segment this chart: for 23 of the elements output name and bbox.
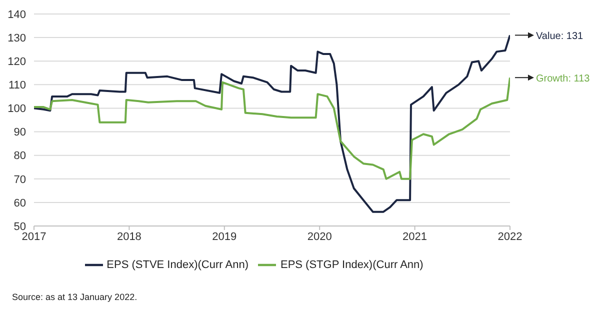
y-tick-label: 80: [14, 150, 26, 162]
y-tick-label: 120: [8, 56, 26, 68]
x-tick-label: 2022: [498, 230, 522, 243]
annotation: Value: 131: [536, 31, 584, 42]
legend-label: EPS (STVE Index)(Curr Ann): [106, 258, 248, 271]
y-tick-label: 60: [14, 197, 26, 210]
y-tick-label: 50: [14, 220, 26, 233]
y-tick-label: 90: [14, 126, 26, 139]
x-tick-label: 2021: [402, 230, 428, 243]
y-tick-label: 130: [8, 32, 26, 44]
annotation: Growth: 113: [536, 74, 590, 85]
line-series: [34, 34, 510, 213]
x-tick-label: 2018: [116, 230, 142, 243]
y-tick-label: 70: [14, 174, 26, 186]
source-note: Source: as at 13 January 2022.: [12, 292, 138, 302]
legend-label: EPS (STGP Index)(Curr Ann): [280, 258, 424, 271]
line-series: [34, 76, 510, 180]
y-tick-label: 110: [8, 80, 26, 92]
y-tick-label: 140: [8, 8, 26, 21]
y-tick-label: 100: [8, 103, 26, 116]
x-tick-label: 2017: [22, 230, 46, 243]
x-tick-label: 2019: [212, 230, 237, 243]
x-tick-label: 2020: [307, 230, 332, 243]
